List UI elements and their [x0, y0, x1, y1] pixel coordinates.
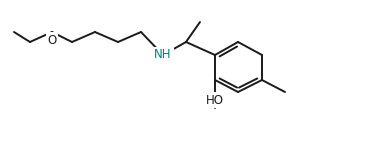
Text: HO: HO [206, 93, 224, 106]
Text: O: O [47, 33, 57, 46]
Text: NH: NH [154, 48, 172, 62]
